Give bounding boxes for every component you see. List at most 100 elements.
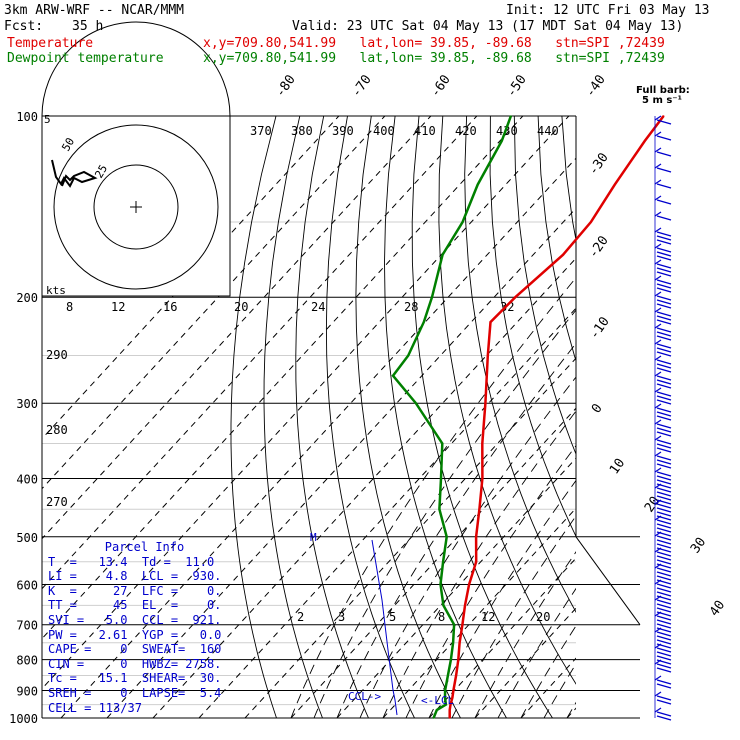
barb-legend-title: Full barb: (636, 85, 690, 96)
mixing-ratio-label: 3 (338, 610, 345, 624)
wind-barb (654, 179, 662, 185)
wind-barb-flag (656, 647, 672, 653)
wind-barb-flag (656, 567, 672, 573)
temperature-point (464, 604, 466, 607)
dewpoint-point (452, 642, 454, 644)
wind-barb (654, 627, 662, 633)
moist-adiabat-line (313, 309, 576, 718)
dewpoint-point (436, 709, 438, 711)
hodograph-unit: kts (46, 284, 66, 297)
dry-adiabat-line (489, 116, 576, 538)
hodograph-trace (51, 159, 98, 188)
isotherm-line (42, 116, 570, 690)
isotherm-label: 20 (642, 494, 663, 515)
dry-adiabat-line (513, 116, 576, 456)
temperature-point (449, 703, 452, 706)
dry-adiabat-line (537, 116, 576, 363)
wind-barb-flag (656, 575, 672, 581)
theta-label: 430 (496, 124, 518, 138)
wind-barb-flag (656, 423, 672, 429)
hodograph-ring-label: 50 (59, 136, 77, 154)
dewpoint-point (407, 354, 410, 357)
mixing-ratio-label: 12 (481, 610, 495, 624)
wind-barb-flag (656, 623, 672, 629)
wind-barb-flag (656, 443, 672, 449)
temperature-point (475, 536, 477, 538)
location-info-temp: x,y=709.80,541.99 lat,lon= 39.85, -89.68… (203, 36, 665, 51)
hodograph-bottom-tick: 20 (234, 300, 248, 314)
isotherm-line (244, 357, 576, 718)
wind-barb-flag (656, 495, 672, 501)
dry-adiabat-line (295, 116, 369, 718)
parcel-info-row: Tc = 15.1 SHEAR= 30. (48, 671, 222, 686)
isotherm-line (336, 457, 576, 718)
dewpoint-point (476, 183, 479, 186)
wind-barb-flag (656, 383, 672, 389)
wind-barb-flag (656, 651, 672, 657)
dewpoint-point (510, 115, 512, 117)
wind-barb-flag (656, 351, 672, 357)
chart-grid (41, 115, 740, 719)
wind-barb-flag (656, 343, 672, 349)
wind-barb-flag (656, 655, 672, 661)
wind-barb-flag (656, 459, 672, 465)
barb-legend-unit: 5 m s⁻¹ (642, 95, 682, 106)
wind-barb-flag (656, 311, 672, 317)
wind-barb-flag (656, 363, 672, 369)
wind-barb-flag (656, 279, 672, 285)
pressure-tick-label: 700 (16, 619, 38, 633)
hodograph-ring (53, 124, 219, 290)
wind-barb-flag (656, 507, 672, 513)
parcel-info-row: K = 27 LFC = 0. (48, 583, 222, 598)
wind-barb-flag (656, 135, 672, 141)
hodograph-bottom-tick: 16 (163, 300, 177, 314)
wind-barb (654, 195, 662, 201)
dewpoint-point (461, 221, 464, 223)
temperature-series-line (448, 115, 665, 718)
wind-barb-flag (656, 247, 672, 253)
theta-label: 410 (414, 124, 436, 138)
wind-barb (654, 243, 662, 249)
left-tick-label: 270 (46, 495, 68, 509)
wind-barb-flag (656, 715, 672, 721)
hodograph-ring (93, 164, 179, 250)
wind-barb-flag (656, 415, 672, 421)
wind-barb (654, 355, 662, 361)
temperature-point (487, 354, 489, 357)
wind-barb (654, 467, 662, 473)
hodograph-ring-label: 5 (44, 113, 51, 126)
wind-barb-flag (656, 711, 672, 717)
pressure-tick-label: 400 (16, 472, 38, 486)
wind-barb-flag (656, 667, 672, 673)
wind-barb (654, 611, 662, 617)
dry-adiabat-line (729, 116, 740, 718)
temperature-point (475, 560, 478, 563)
isotherm-line (474, 607, 576, 718)
wind-barb-flag (656, 199, 672, 205)
isotherm-label: 40 (707, 598, 728, 619)
dry-adiabat-line (411, 116, 553, 718)
wind-barb (654, 483, 662, 489)
fcst-value: 35 h (72, 19, 104, 34)
isotherm-label: -80 (273, 72, 299, 100)
dewpoint-point (441, 253, 444, 256)
wind-barb-flag (656, 411, 672, 417)
isotherm-label: -70 (349, 72, 375, 100)
isotherm-line (613, 116, 740, 718)
isotherm-label: -10 (587, 314, 613, 342)
dry-adiabat-line (355, 116, 461, 718)
left-tick-label: 290 (46, 348, 68, 362)
parcel-info-panel: Parcel Info T = 13.4 Td = 11.0 LI = 4.8 L… (48, 540, 231, 715)
theta-label: 380 (291, 124, 313, 138)
wind-barb-flag (656, 287, 672, 293)
parcel-info-row: SVI = 5.0 CCL = 921. (48, 612, 222, 627)
dewpoint-point (442, 560, 444, 563)
wind-barb-flag (656, 427, 672, 433)
wind-barb-flag (656, 635, 672, 641)
lcl-annotation: <-LCL (421, 694, 454, 707)
temperature-point (452, 689, 455, 692)
dewpoint-point (445, 703, 447, 706)
wind-barb-flag (656, 471, 672, 477)
parcel-info-row: CAPE = 0 SWEAT= 160 (48, 642, 222, 657)
wind-barb-flag (656, 551, 672, 557)
